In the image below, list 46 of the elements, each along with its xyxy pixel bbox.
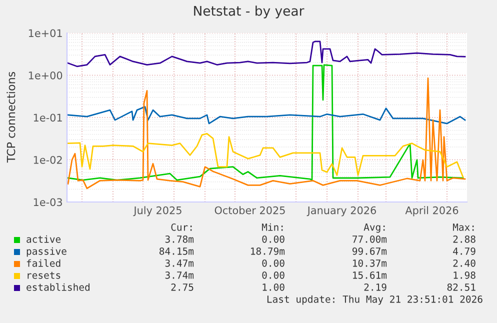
text: 1.00 [262, 283, 284, 291]
text: 0.00 [262, 235, 284, 243]
legend-label: active [26, 235, 61, 243]
line-series [67, 106, 466, 124]
text: 18.79m [251, 247, 285, 255]
text: 3.78m [165, 235, 194, 243]
text: 1.98 [454, 271, 476, 279]
x-tick-label: April 2026 [405, 206, 458, 216]
text: 2.75 [171, 283, 194, 291]
text: 3.74m [165, 271, 194, 279]
legend-label: failed [26, 259, 60, 267]
text: Last update: Thu May 21 23:51:01 2026 [267, 295, 482, 305]
text: Max: [452, 224, 474, 231]
legend-label: passive [26, 247, 66, 257]
y-tick-label: 1e-03 [34, 198, 62, 206]
text: 99.67m [352, 247, 387, 255]
text: 3.47m [165, 259, 194, 267]
legend-label: established [26, 283, 90, 291]
text: 2.88 [453, 235, 476, 243]
text: 84.15m [160, 247, 194, 255]
legend-label: resets [28, 272, 60, 279]
text: 2.40 [453, 259, 476, 267]
y-tick-label: 1e-02 [34, 156, 62, 164]
line-series [67, 132, 464, 178]
text: 77.00m [352, 235, 387, 243]
y-tick-label: 1e+01 [28, 29, 62, 38]
y-tick-label: 1e-01 [34, 114, 62, 122]
text: 15.61m [353, 271, 387, 279]
text: Cur: [171, 223, 192, 231]
text: 10.37m [353, 259, 387, 267]
text: Avg: [364, 224, 385, 233]
line-series [67, 78, 466, 190]
x-tick-label: July 2025 [133, 206, 182, 216]
x-tick-label: January 2026 [306, 206, 376, 216]
x-tick-label: October 2025 [214, 206, 285, 214]
y-axis-title: TCP connections [6, 72, 16, 163]
line-series [67, 64, 464, 181]
text: 2.19 [364, 283, 386, 291]
text: 0.00 [262, 259, 284, 267]
text: 0.00 [262, 271, 284, 279]
text: Min: [262, 223, 283, 231]
chart-title: Netstat - by year [194, 6, 304, 18]
text: 82.51 [447, 283, 476, 291]
text: 4.79 [453, 247, 476, 255]
line-series [67, 40, 466, 68]
y-tick-label: 1e+00 [28, 71, 62, 80]
